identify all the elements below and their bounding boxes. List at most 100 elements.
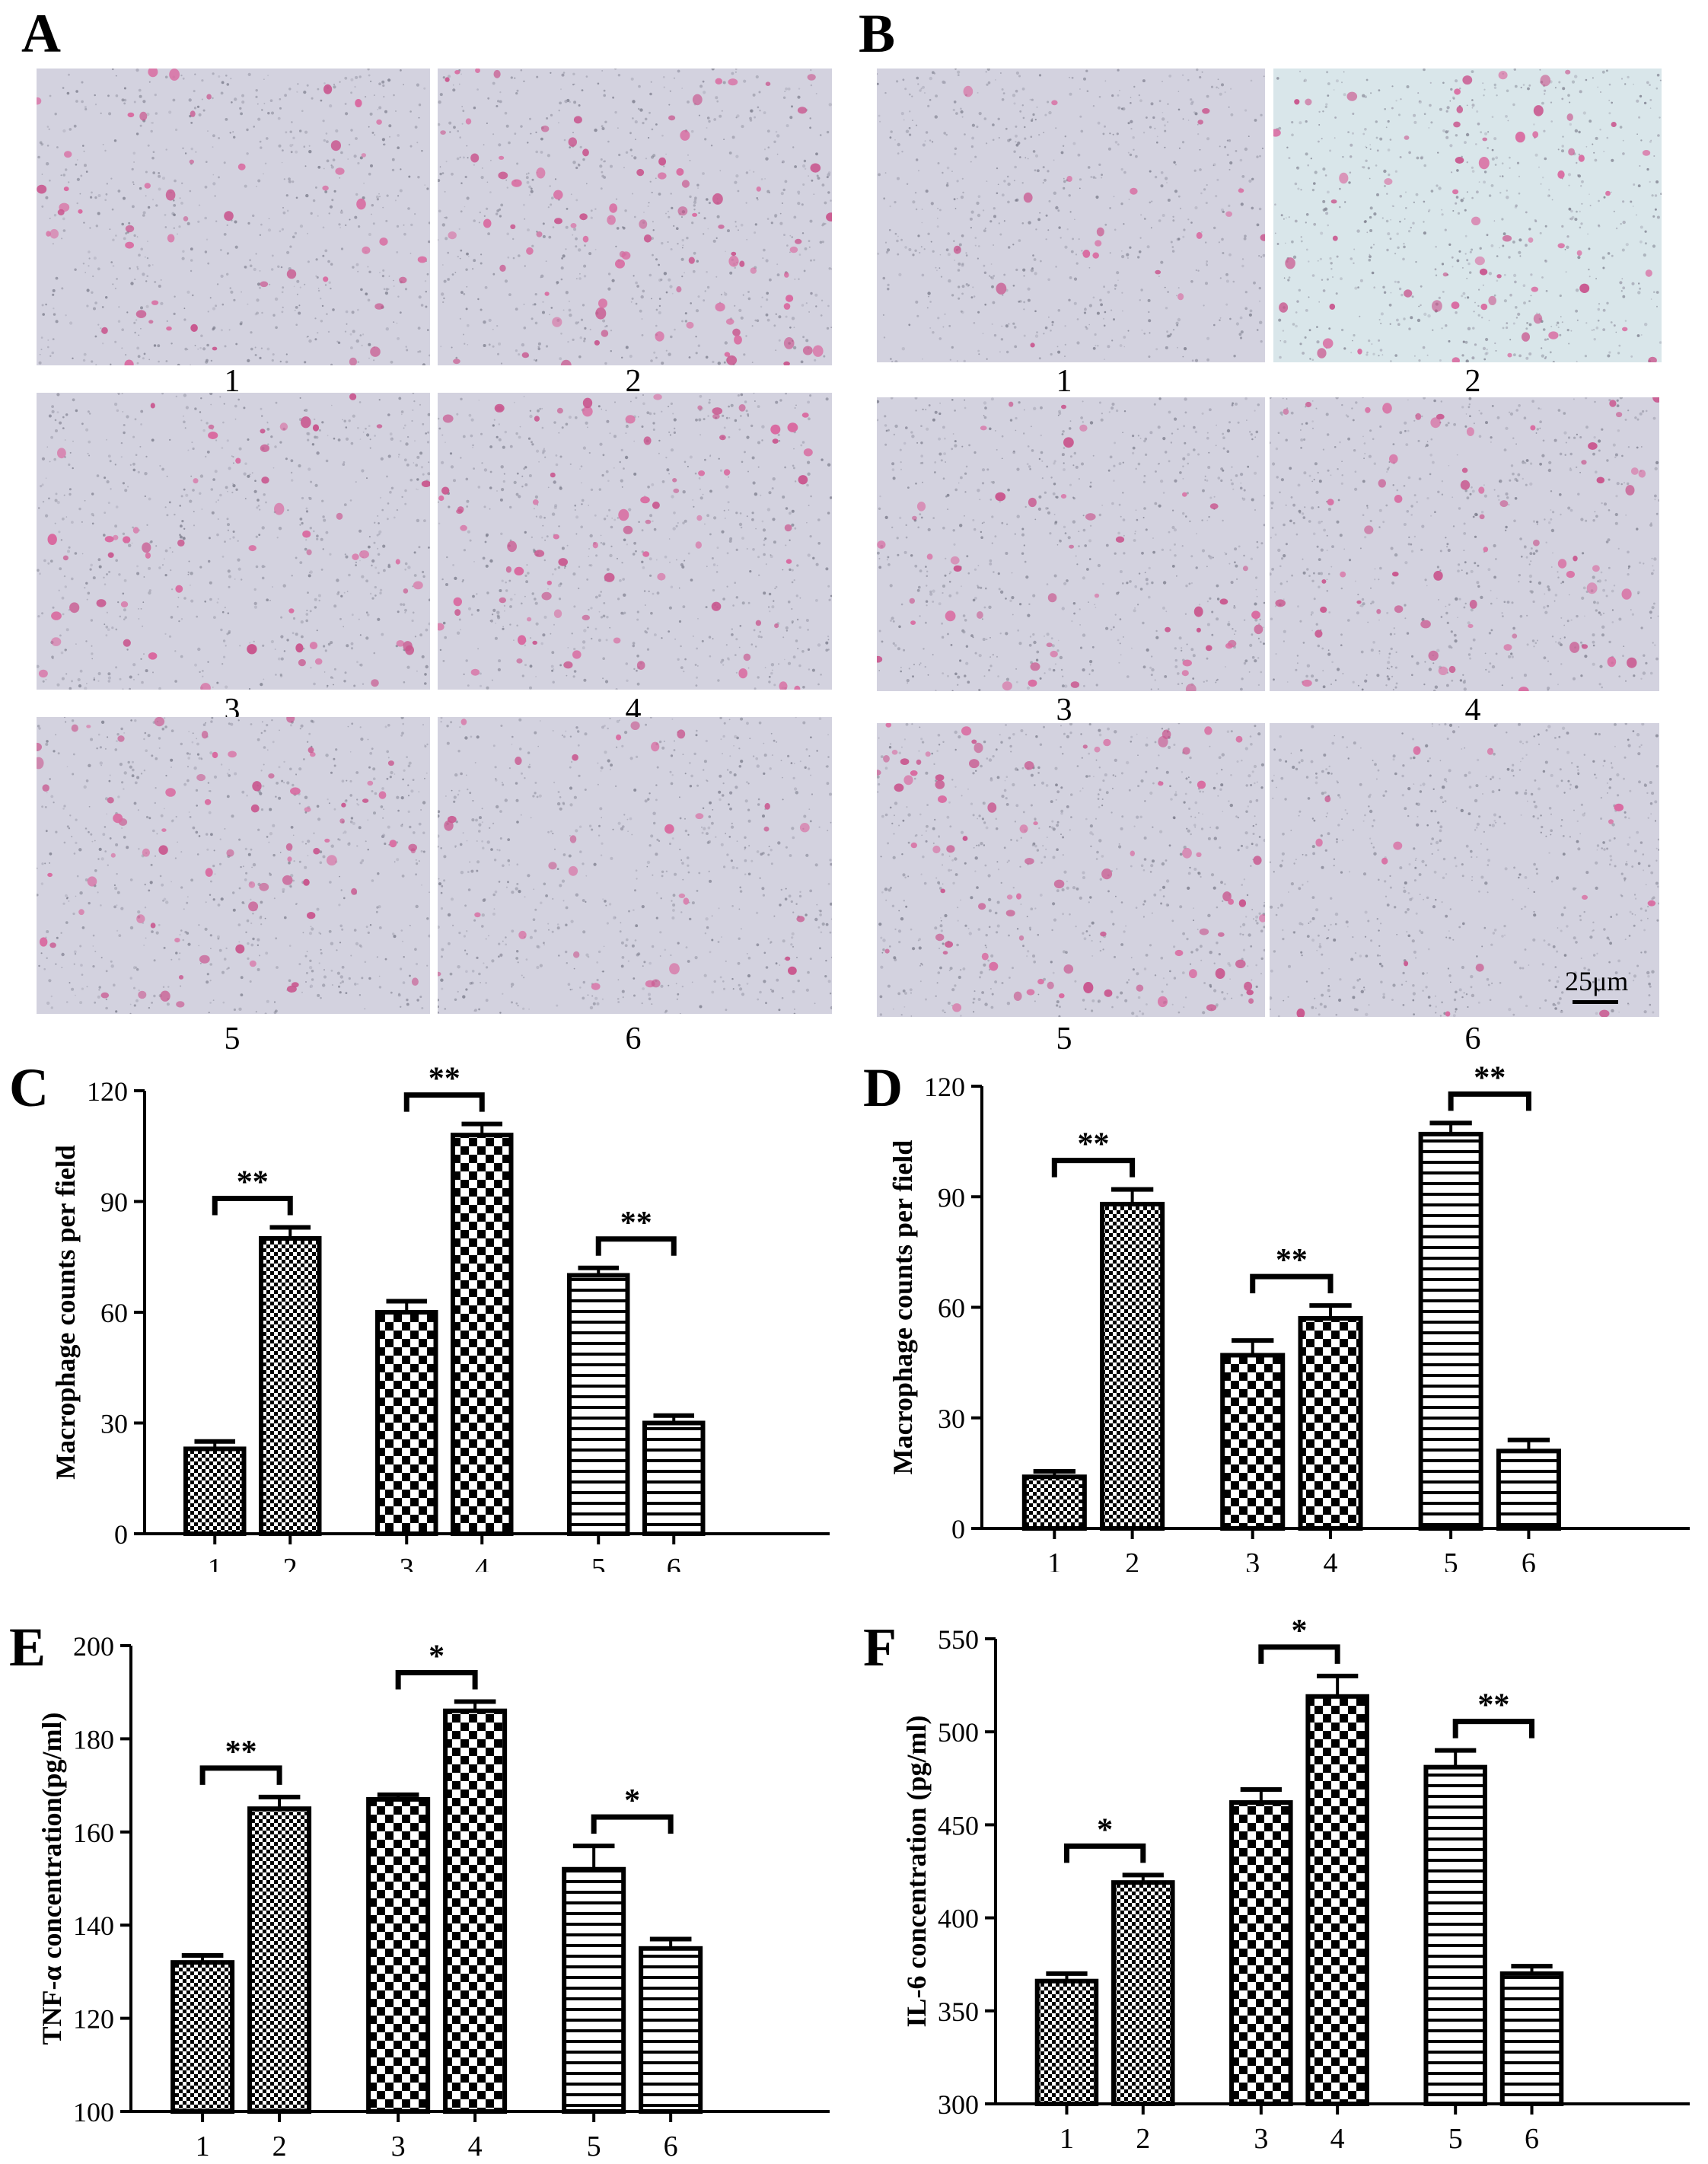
micrograph-a-5 [37,717,430,1014]
x-tick-label: 4 [475,1553,489,1572]
x-tick-label: 2 [283,1553,298,1572]
x-tick-label: 3 [1254,2123,1268,2155]
micrograph-label-b-4: 4 [1427,694,1518,726]
x-tick-label: 5 [1448,2123,1463,2155]
y-tick-label: 90 [100,1187,128,1218]
micrograph-label-a-6: 6 [588,1023,679,1055]
micrograph-b-1 [877,69,1265,362]
y-axis-label: TNF-α concentration(pg/ml) [37,1712,67,2044]
bar-6 [645,1423,703,1535]
bar-5 [564,1869,623,2111]
bar-3 [378,1312,436,1534]
bar-5 [1426,1767,1485,2104]
panel-letter-a: A [21,6,61,61]
bar-2 [250,1809,309,2111]
bar-4 [445,1711,505,2111]
y-axis-label: Macrophage counts per field [50,1145,81,1480]
y-tick-label: 160 [73,1818,114,1848]
x-tick-label: 5 [591,1553,606,1572]
x-tick-label: 5 [587,2131,601,2160]
y-tick-label: 60 [100,1298,128,1328]
x-tick-label: 3 [391,2131,406,2160]
significance-bracket [1455,1722,1531,1739]
y-axis-label: Macrophage counts per field [887,1140,918,1475]
y-tick-label: 550 [938,1624,979,1655]
significance-label: ** [620,1206,652,1241]
y-tick-label: 400 [938,1904,979,1934]
bar-4 [1301,1318,1361,1528]
chart-c: C 0 30 60 90 120 Macrophage counts per field 1 2… [0,1054,854,1572]
y-tick-label: 450 [938,1810,979,1841]
x-tick-label: 3 [400,1553,414,1572]
significance-bracket [1054,1161,1132,1178]
y-tick-label: 500 [938,1717,979,1748]
significance-label: ** [1077,1127,1109,1162]
significance-label: * [429,1639,445,1674]
y-tick-label: 120 [73,2004,114,2035]
significance-bracket [1261,1647,1337,1664]
x-tick-label: 2 [1136,2123,1150,2155]
bar-3 [1232,1802,1291,2104]
y-tick-label: 30 [938,1404,965,1434]
bar-1 [1024,1477,1085,1528]
x-tick-label: 2 [1125,1547,1139,1572]
micrograph-label-b-1: 1 [1018,365,1110,397]
x-tick-label: 1 [196,2131,210,2160]
micrograph-b-2 [1273,69,1662,362]
significance-bracket [598,1239,674,1256]
micrograph-label-b-6: 6 [1427,1023,1518,1055]
significance-label: ** [1474,1060,1506,1095]
panel-letter-e: E [9,1617,46,1678]
x-tick-label: 1 [1060,2123,1074,2155]
bar-1 [1037,1981,1097,2104]
y-tick-label: 100 [73,2097,114,2127]
significance-label: * [1097,1812,1113,1847]
bar-1 [173,1962,232,2111]
y-tick-label: 350 [938,1997,979,2027]
x-tick-label: 4 [468,2131,483,2160]
y-tick-label: 0 [951,1514,965,1544]
significance-label: ** [225,1735,257,1770]
x-tick-label: 6 [667,1553,681,1572]
micrograph-b-4 [1270,397,1659,691]
y-tick-label: 90 [938,1182,965,1213]
y-tick-label: 300 [938,2089,979,2120]
x-tick-label: 4 [1330,2123,1345,2155]
y-tick-label: 200 [73,1631,114,1662]
y-tick-label: 0 [114,1519,128,1550]
x-tick-label: 6 [1522,1547,1536,1572]
x-tick-label: 1 [1047,1547,1062,1572]
significance-label: ** [237,1165,269,1200]
significance-bracket [202,1768,279,1785]
y-tick-label: 120 [87,1076,128,1107]
significance-bracket [398,1672,475,1689]
micrograph-label-b-5: 5 [1018,1023,1110,1055]
bar-3 [368,1799,428,2111]
significance-bracket [1451,1094,1528,1111]
bar-2 [1102,1204,1162,1528]
micrograph-a-6 [438,717,832,1014]
significance-bracket [1066,1846,1142,1863]
micrograph-label-a-5: 5 [186,1023,278,1055]
y-tick-label: 30 [100,1409,128,1439]
significance-bracket [406,1095,482,1112]
x-tick-label: 6 [664,2131,678,2160]
significance-bracket [215,1198,290,1215]
significance-label: * [1292,1614,1308,1649]
scale-bar-label: 25μm [1565,965,1628,997]
significance-label: * [624,1783,640,1818]
bar-6 [641,1949,700,2111]
bar-3 [1222,1355,1283,1528]
panel-letter-c: C [9,1057,49,1118]
y-tick-label: 180 [73,1724,114,1754]
y-tick-label: 120 [924,1072,965,1102]
panel-letter-d: D [863,1057,903,1118]
x-tick-label: 1 [208,1553,222,1572]
micrograph-label-b-3: 3 [1018,694,1110,726]
bar-5 [1421,1134,1481,1528]
y-axis-label: IL-6 concentration (pg/ml) [901,1716,932,2028]
panel-letter-b: B [859,6,895,61]
y-tick-label: 140 [73,1911,114,1941]
